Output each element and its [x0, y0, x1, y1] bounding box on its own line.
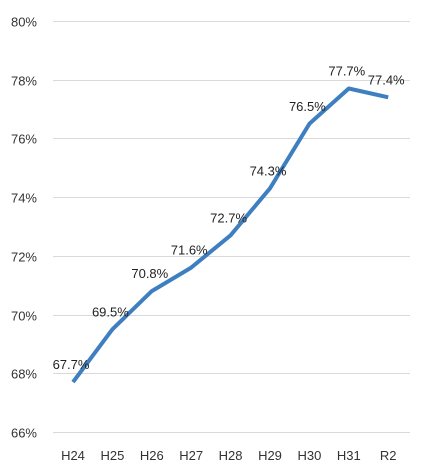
y-tick-label: 74%	[11, 191, 37, 206]
y-tick-label: 66%	[11, 426, 37, 441]
y-tick-label: 68%	[11, 367, 37, 382]
x-tick-label: H31	[337, 448, 361, 463]
x-tick-label: H24	[61, 448, 85, 463]
data-labels: 67.7% 69.5% 70.8%71.6% 72.7% 74.3% 76.5% 77.7%…	[53, 64, 406, 373]
x-tick-label: H25	[100, 448, 124, 463]
x-tick-label: H26	[140, 448, 164, 463]
x-tick-label: R2	[380, 448, 397, 463]
x-axis-tick-labels: H24 H25 H26 H27 H28 H29 H30 H31 R2	[61, 448, 396, 463]
x-tick-label: H28	[219, 448, 243, 463]
y-axis-tick-labels: 66% 68% 70% 72% 74% 76% 78% 80%	[11, 15, 37, 441]
data-label: 67.7%	[53, 357, 90, 372]
data-label: 70.8%	[131, 266, 168, 281]
x-tick-label: H29	[258, 448, 282, 463]
x-tick-label: H30	[297, 448, 321, 463]
y-tick-label: 78%	[11, 74, 37, 89]
y-tick-label: 76%	[11, 132, 37, 147]
data-label: 72.7%	[210, 210, 247, 225]
x-tick-label: H27	[179, 448, 203, 463]
data-label: 74.3%	[250, 163, 287, 178]
data-label: 77.4%	[368, 72, 405, 87]
series-layer	[71, 86, 389, 384]
data-label: 77.7%	[328, 64, 365, 79]
y-tick-label: 72%	[11, 250, 37, 265]
y-tick-label: 70%	[11, 309, 37, 324]
data-label: 69.5%	[92, 304, 129, 319]
gridlines	[53, 21, 410, 433]
y-tick-label: 80%	[11, 15, 37, 30]
data-label: 71.6%	[171, 243, 208, 258]
data-label: 76.5%	[289, 99, 326, 114]
